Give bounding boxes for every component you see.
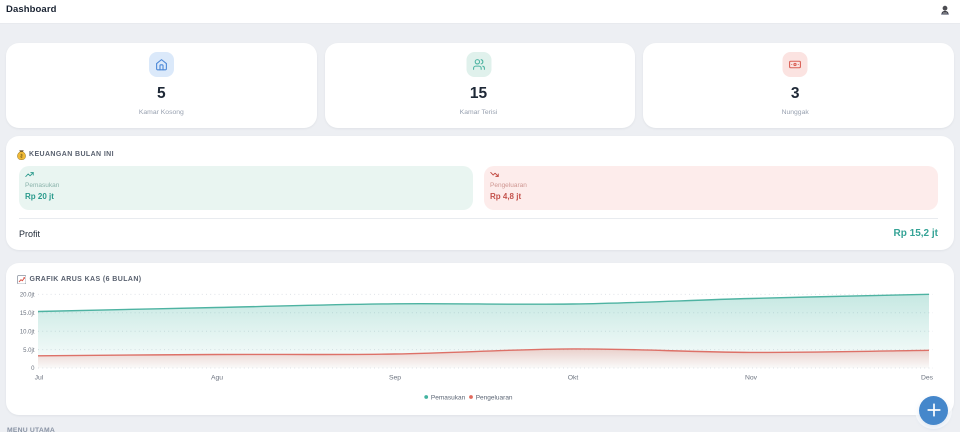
svg-text:10.0jt: 10.0jt: [20, 329, 35, 335]
svg-text:15.0jt: 15.0jt: [20, 311, 35, 317]
svg-text:0: 0: [31, 366, 35, 372]
svg-text:Agu: Agu: [211, 374, 223, 381]
svg-text:Jul: Jul: [35, 374, 44, 381]
svg-text:20.0jt: 20.0jt: [20, 293, 35, 299]
svg-text:Des: Des: [921, 374, 934, 381]
svg-text:Okt: Okt: [568, 374, 579, 381]
svg-text:5.0jt: 5.0jt: [23, 348, 35, 354]
svg-text:Pengeluaran: Pengeluaran: [476, 394, 513, 401]
svg-text:Pemasukan: Pemasukan: [431, 394, 466, 401]
svg-text:Sep: Sep: [389, 374, 401, 381]
svg-text:Nov: Nov: [745, 374, 758, 381]
